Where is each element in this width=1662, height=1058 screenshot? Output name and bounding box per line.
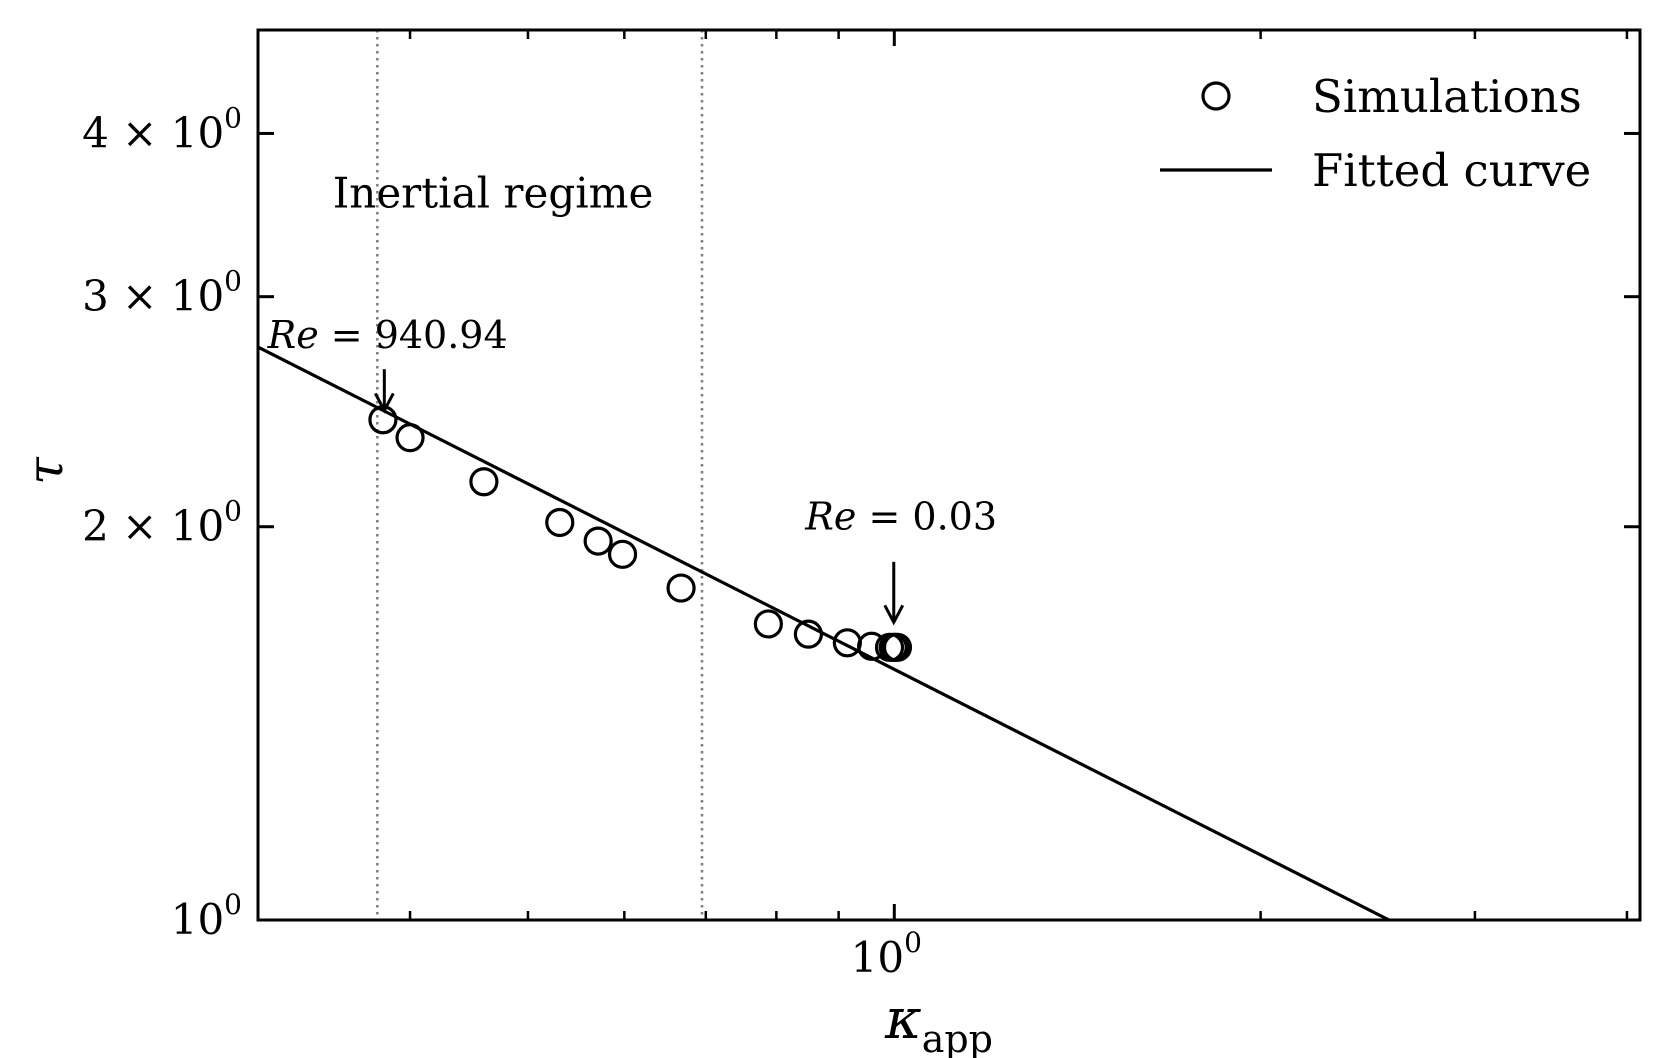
simulation-point [666, 573, 696, 603]
annotation-symbol: Re [804, 495, 856, 539]
annotation-symbol: Re [267, 313, 319, 357]
y-tick-label: 4 × 100 [82, 101, 242, 157]
x-tick-label: 100 [851, 926, 922, 982]
vertical-dotted-lines [376, 30, 704, 920]
annotation-arrow-head-1 [883, 604, 905, 626]
y-tick-label-exponent: 0 [224, 495, 242, 528]
legend-marker-circle [1201, 81, 1231, 111]
y-tick-label-exponent: 0 [224, 265, 242, 298]
legend-label: Fitted curve [1312, 144, 1591, 197]
simulation-point [753, 609, 783, 639]
annotation-label: Re = 0.03 [804, 495, 997, 539]
region-label: Inertial regime [333, 169, 654, 218]
y-tick-label-exponent: 0 [224, 888, 242, 921]
x-tick-label-base: 10 [851, 933, 904, 982]
simulation-point [607, 539, 638, 569]
axes-frame [256, 28, 1642, 922]
simulation-point [793, 619, 824, 649]
y-axis-title: τ [16, 456, 74, 485]
region-label-group: Inertial regime [333, 169, 654, 218]
simulation-point [395, 423, 425, 453]
fitted-curve-group [258, 345, 1390, 920]
y-tick-label-base: 4 × 10 [82, 108, 224, 157]
y-tick-label: 3 × 100 [82, 265, 242, 321]
y-tick-label-base: 2 × 10 [82, 502, 224, 551]
x-tick-label-exponent: 0 [904, 926, 922, 959]
simulation-points-group [368, 405, 913, 662]
simulation-point [469, 467, 499, 497]
x-axis-title-subscript: app [922, 1017, 993, 1058]
y-tick-label-base: 10 [171, 895, 224, 944]
y-tick-label-base: 3 × 10 [82, 272, 224, 321]
axis-titles-group: κapp τ [16, 456, 993, 1058]
x-axis-title-symbol: κ [884, 987, 922, 1052]
fitted-curve-line [258, 345, 1390, 920]
annotation-arrow-head-0 [373, 392, 395, 414]
annotation-value: = 940.94 [319, 313, 508, 357]
annotation-value: = 0.03 [856, 495, 997, 539]
legend-label: Simulations [1312, 70, 1582, 123]
simulation-point [545, 507, 575, 538]
y-tick-label-exponent: 0 [224, 101, 242, 134]
simulation-point [882, 632, 913, 662]
x-axis-title: κapp [884, 987, 993, 1058]
annotation-label: Re = 940.94 [267, 313, 508, 357]
legend: Simulations Fitted curve [1160, 70, 1591, 197]
axes-group [256, 28, 1642, 922]
y-tick-label: 100 [171, 888, 242, 944]
simulation-point [583, 526, 613, 556]
y-tick-label: 2 × 100 [82, 495, 242, 551]
